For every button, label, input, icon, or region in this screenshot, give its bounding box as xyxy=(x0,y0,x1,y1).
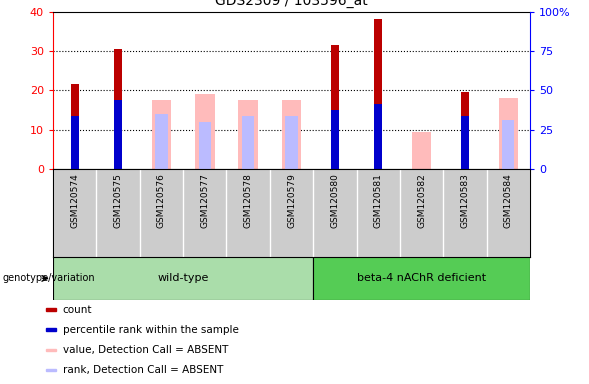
Bar xyxy=(46,328,55,331)
Bar xyxy=(46,369,55,371)
Text: wild-type: wild-type xyxy=(157,273,209,283)
Text: GSM120579: GSM120579 xyxy=(287,174,296,228)
Title: GDS2309 / 103596_at: GDS2309 / 103596_at xyxy=(215,0,368,8)
Bar xyxy=(499,98,518,169)
Text: GSM120582: GSM120582 xyxy=(417,174,426,228)
Text: percentile rank within the sample: percentile rank within the sample xyxy=(63,325,239,335)
Text: count: count xyxy=(63,305,92,314)
Bar xyxy=(331,110,339,169)
Text: rank, Detection Call = ABSENT: rank, Detection Call = ABSENT xyxy=(63,365,223,375)
Text: GSM120577: GSM120577 xyxy=(200,174,209,228)
Bar xyxy=(461,116,469,169)
Text: GSM120575: GSM120575 xyxy=(114,174,123,228)
Bar xyxy=(331,45,339,169)
Text: GSM120576: GSM120576 xyxy=(157,174,166,228)
Text: beta-4 nAChR deficient: beta-4 nAChR deficient xyxy=(357,273,487,283)
Bar xyxy=(46,308,55,311)
Bar xyxy=(114,49,122,169)
Bar xyxy=(114,100,122,169)
Bar xyxy=(412,132,431,169)
Bar xyxy=(71,84,78,169)
Bar xyxy=(198,122,211,169)
Text: GSM120580: GSM120580 xyxy=(330,174,339,228)
FancyBboxPatch shape xyxy=(53,257,313,300)
Bar xyxy=(71,116,78,169)
Text: GSM120574: GSM120574 xyxy=(70,174,79,228)
Text: value, Detection Call = ABSENT: value, Detection Call = ABSENT xyxy=(63,345,228,355)
Bar xyxy=(46,349,55,351)
Bar xyxy=(461,92,469,169)
FancyBboxPatch shape xyxy=(313,257,530,300)
Bar xyxy=(242,116,254,169)
Bar xyxy=(282,100,302,169)
Bar xyxy=(502,120,514,169)
Bar xyxy=(239,100,258,169)
Bar xyxy=(152,100,171,169)
Text: genotype/variation: genotype/variation xyxy=(3,273,95,283)
Text: GSM120583: GSM120583 xyxy=(461,174,469,228)
Bar xyxy=(155,114,167,169)
Text: GSM120581: GSM120581 xyxy=(374,174,383,228)
Bar xyxy=(375,19,382,169)
Bar xyxy=(195,94,214,169)
Bar xyxy=(286,116,297,169)
Bar xyxy=(375,104,382,169)
Text: GSM120584: GSM120584 xyxy=(504,174,513,228)
Text: GSM120578: GSM120578 xyxy=(244,174,253,228)
